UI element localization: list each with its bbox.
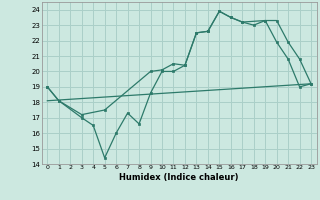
X-axis label: Humidex (Indice chaleur): Humidex (Indice chaleur): [119, 173, 239, 182]
